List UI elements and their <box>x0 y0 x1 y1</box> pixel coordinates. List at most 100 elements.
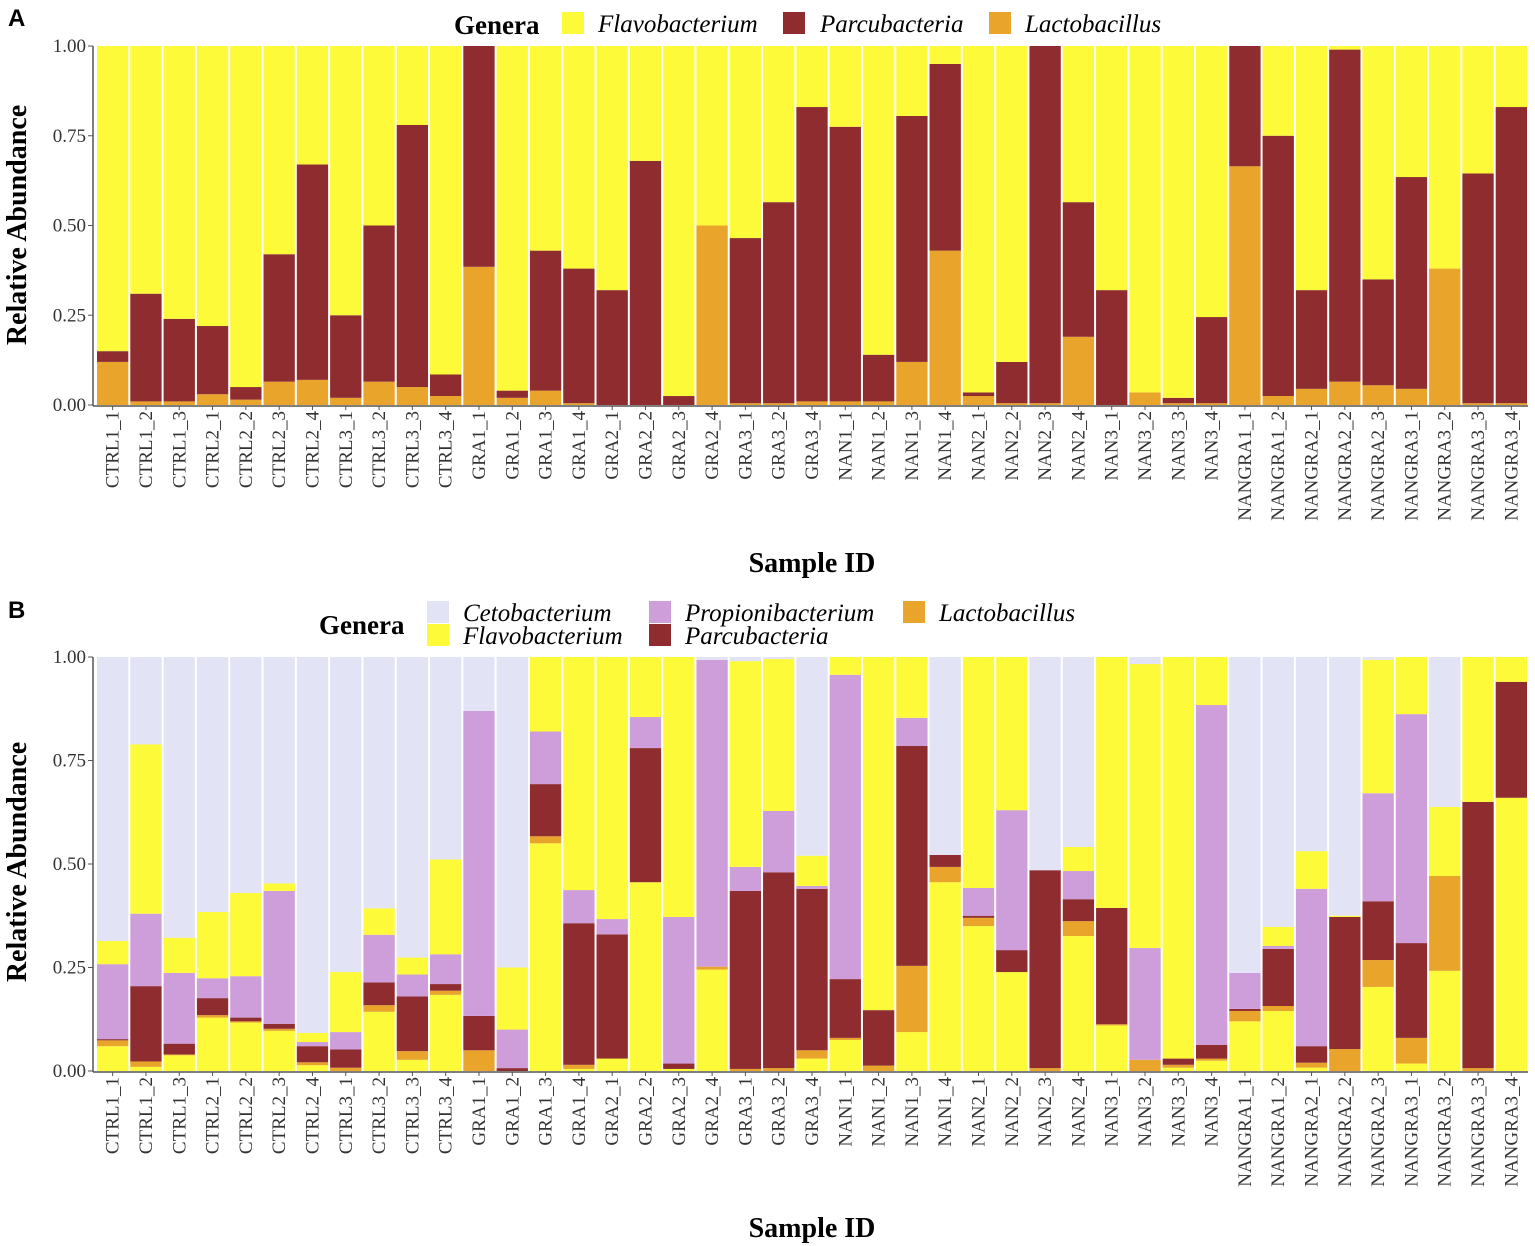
bar-segment-cetobacterium <box>1362 657 1394 660</box>
bar-segment-flavobacterium <box>163 937 195 973</box>
bar-segment-lactobacillus <box>163 401 195 405</box>
bar-segment-parcubacteria <box>796 107 828 402</box>
x-tick-label: NAN3_2 <box>1135 411 1156 481</box>
bar-ctrl3-2 <box>363 657 395 1071</box>
x-tick-label: NANGRA2_2 <box>1335 1077 1356 1187</box>
bar-segment-parcubacteria <box>163 1043 195 1055</box>
bar-segment-parcubacteria <box>663 396 695 405</box>
x-tick-label: NANGRA3_4 <box>1501 411 1522 521</box>
bar-segment-flavobacterium <box>1295 46 1328 291</box>
bar-ctrl1-2 <box>130 46 162 405</box>
bar-gra1-2 <box>496 657 528 1071</box>
bar-segment-propionibacterium <box>97 964 129 1040</box>
x-tick-label: GRA3_1 <box>735 1077 756 1146</box>
bar-segment-lactobacillus <box>1229 166 1261 405</box>
bar-segment-other-yellow <box>663 1068 695 1071</box>
x-tick-label: CTRL2_3 <box>269 411 290 488</box>
bar-segment-propionibacterium <box>330 1032 362 1050</box>
x-tick-label: CTRL3_1 <box>336 1077 357 1154</box>
bar-segment-parcubacteria <box>1295 1046 1328 1063</box>
bar-segment-propionibacterium <box>1395 714 1428 944</box>
bar-nangra2-1 <box>1295 657 1328 1071</box>
bar-segment-propionibacterium <box>996 810 1028 951</box>
bar-segment-other-yellow <box>596 1058 628 1071</box>
bar-segment-lactobacillus <box>330 397 362 405</box>
bar-nan1-4 <box>929 657 961 1071</box>
bar-segment-lactobacillus <box>463 1050 495 1071</box>
x-tick-label: NANGRA3_1 <box>1401 1077 1422 1187</box>
bar-ctrl1-3 <box>163 657 195 1071</box>
bar-segment-propionibacterium <box>396 974 429 997</box>
x-tick-label: NAN2_2 <box>1002 1077 1023 1147</box>
bar-segment-flavobacterium <box>596 657 628 920</box>
bar-segment-flavobacterium <box>396 957 429 975</box>
bar-segment-other-yellow <box>296 1065 329 1071</box>
bar-gra3-1 <box>729 46 762 405</box>
x-tick-label: NANGRA3_2 <box>1435 1077 1456 1187</box>
bar-segment-cetobacterium <box>496 657 528 968</box>
bar-segment-lactobacillus <box>862 1065 895 1071</box>
bar-segment-lactobacillus <box>1129 1059 1161 1071</box>
bar-segment-cetobacterium <box>163 657 195 938</box>
bar-segment-lactobacillus <box>962 396 995 405</box>
bar-nan3-3 <box>1162 657 1194 1071</box>
bar-segment-flavobacterium <box>1429 806 1461 877</box>
bar-ctrl2-4 <box>296 657 329 1071</box>
bar-nan1-3 <box>896 657 928 1071</box>
bar-nan3-1 <box>1096 46 1128 405</box>
x-tick-label: GRA1_1 <box>469 1077 490 1146</box>
bar-segment-flavobacterium <box>1395 46 1428 178</box>
x-tick-label: NAN1_2 <box>869 1077 890 1147</box>
bar-segment-lactobacillus <box>1195 403 1228 405</box>
bar-segment-parcubacteria <box>496 390 528 398</box>
bar-segment-flavobacterium <box>729 661 762 867</box>
bar-segment-cetobacterium <box>263 657 295 884</box>
bar-segment-lactobacillus <box>829 1037 861 1040</box>
bar-segment-parcubacteria <box>396 996 429 1052</box>
bar-segment-other-yellow <box>796 1058 828 1071</box>
bar-segment-lactobacillus <box>1029 403 1061 405</box>
bar-segment-propionibacterium <box>1062 871 1095 900</box>
bar-segment-parcubacteria <box>763 872 795 1069</box>
legend-swatch-flavobacterium <box>427 624 449 646</box>
bar-ctrl2-1 <box>196 46 229 405</box>
bar-gra1-4 <box>563 657 595 1071</box>
bar-segment-lactobacillus <box>896 965 928 1033</box>
bar-segment-propionibacterium <box>130 913 162 987</box>
bar-gra1-3 <box>529 657 562 1071</box>
bar-nan2-3 <box>1029 46 1061 405</box>
bar-segment-parcubacteria <box>763 202 795 404</box>
bar-segment-flavobacterium <box>263 46 295 255</box>
legend-a: Genera Flavobacterium Parcubacteria Lact… <box>454 10 1161 40</box>
bar-segment-lactobacillus <box>696 225 728 405</box>
bar-nangra3-4 <box>1495 46 1527 405</box>
x-tick-label: NAN3_4 <box>1202 411 1223 481</box>
bar-segment-lactobacillus <box>829 401 861 405</box>
y-tick-label: 0.50 <box>53 216 86 237</box>
bar-segment-flavobacterium <box>296 1032 329 1043</box>
bar-nan2-1 <box>962 657 995 1071</box>
bar-segment-lactobacillus <box>97 1040 129 1047</box>
bar-segment-cetobacterium <box>1029 657 1061 871</box>
bar-nangra3-1 <box>1395 46 1428 405</box>
bar-segment-flavobacterium <box>629 657 662 718</box>
bar-segment-other-yellow <box>629 882 662 1071</box>
bar-segment-cetobacterium <box>463 657 495 711</box>
bar-segment-other-yellow <box>1295 1067 1328 1071</box>
bar-segment-lactobacillus <box>696 966 728 970</box>
x-tick-label: NAN3_4 <box>1202 1077 1223 1147</box>
y-axis-title-a: Relative Abundance <box>2 105 33 345</box>
bar-segment-cetobacterium <box>330 657 362 973</box>
bar-nan1-2 <box>862 46 895 405</box>
bar-segment-parcubacteria <box>1295 290 1328 389</box>
bar-segment-flavobacterium <box>1195 657 1228 706</box>
bar-segment-lactobacillus <box>1362 960 1394 987</box>
bar-segment-parcubacteria <box>929 63 961 251</box>
bar-nan1-1 <box>829 657 861 1071</box>
x-tick-label: NANGRA3_4 <box>1501 1077 1522 1187</box>
bar-segment-parcubacteria <box>996 361 1028 404</box>
bar-segment-cetobacterium <box>430 657 462 860</box>
x-tick-label: NANGRA1_1 <box>1235 411 1256 521</box>
bar-segment-flavobacterium <box>1195 46 1228 318</box>
bar-segment-flavobacterium <box>363 908 395 935</box>
